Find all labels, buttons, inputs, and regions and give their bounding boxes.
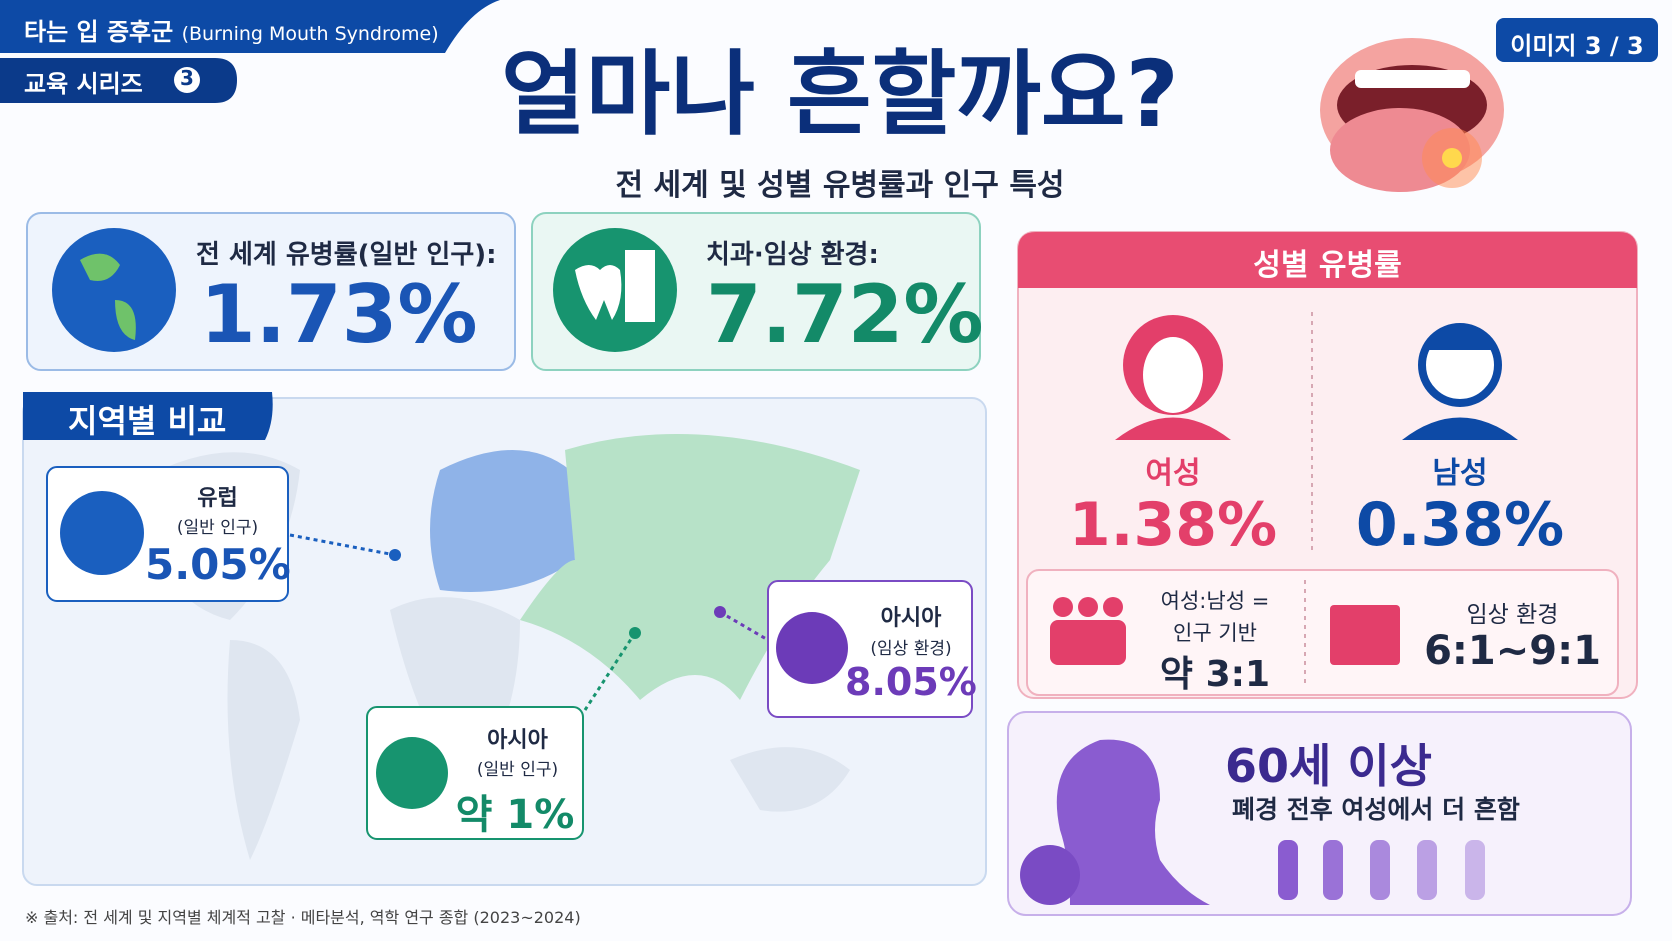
stat-label: 치과·임상 환경: bbox=[706, 240, 879, 270]
region-note: (일반 인구) bbox=[476, 760, 559, 780]
stat-label: 전 세계 유병률(일반 인구): bbox=[196, 240, 497, 270]
age-headline: 60세 이상 bbox=[1225, 739, 1432, 793]
main-title: 얼마나 흔할까요? bbox=[501, 41, 1179, 148]
series-tag: 타는 입 증후군 (Burning Mouth Syndrome) bbox=[24, 12, 439, 47]
gender-label: 남성 bbox=[1432, 456, 1488, 491]
region-note: (일반 인구) bbox=[176, 518, 259, 538]
region-note: (임상 환경) bbox=[870, 639, 952, 659]
age-text: 폐경 전후 여성에서 더 흔함 bbox=[1232, 795, 1520, 824]
ratio-line: 인구 기반 bbox=[1173, 621, 1257, 645]
series-tag-ko: 타는 입 증후군 bbox=[24, 18, 174, 46]
gender-value: 1.38% bbox=[1068, 490, 1278, 560]
region-value: 약 1% bbox=[455, 792, 575, 838]
section-title: 지역별 비교 bbox=[68, 402, 227, 440]
region-value: 5.05% bbox=[145, 540, 291, 589]
subtitle: 전 세계 및 성별 유병률과 인구 특성 bbox=[615, 168, 1065, 203]
source-note: ※ 출처: 전 세계 및 지역별 체계적 고찰 · 메타분석, 역학 연구 종합… bbox=[25, 908, 581, 927]
region-name: 아시아 bbox=[487, 728, 548, 753]
ratio-line: 여성:남성 = bbox=[1160, 589, 1270, 613]
stat-value: 7.72% bbox=[706, 268, 984, 361]
series-tag-en: (Burning Mouth Syndrome) bbox=[181, 23, 439, 45]
clinic-label: 임상 환경 bbox=[1466, 602, 1559, 628]
ratio-value: 약 3:1 bbox=[1159, 654, 1271, 695]
series-number: 3 bbox=[180, 66, 194, 90]
series-label: 교육 시리즈 bbox=[24, 70, 143, 98]
region-name: 유럽 bbox=[197, 486, 238, 511]
section-title: 성별 유병률 bbox=[1253, 248, 1402, 283]
stat-value: 1.73% bbox=[200, 268, 478, 361]
region-name: 아시아 bbox=[880, 606, 942, 631]
gender-value: 0.38% bbox=[1355, 490, 1565, 560]
clinic-value: 6:1~9:1 bbox=[1424, 628, 1601, 674]
region-value: 8.05% bbox=[845, 660, 977, 704]
gender-label: 여성 bbox=[1145, 456, 1201, 491]
page-badge: 이미지 3 / 3 bbox=[1510, 32, 1644, 60]
